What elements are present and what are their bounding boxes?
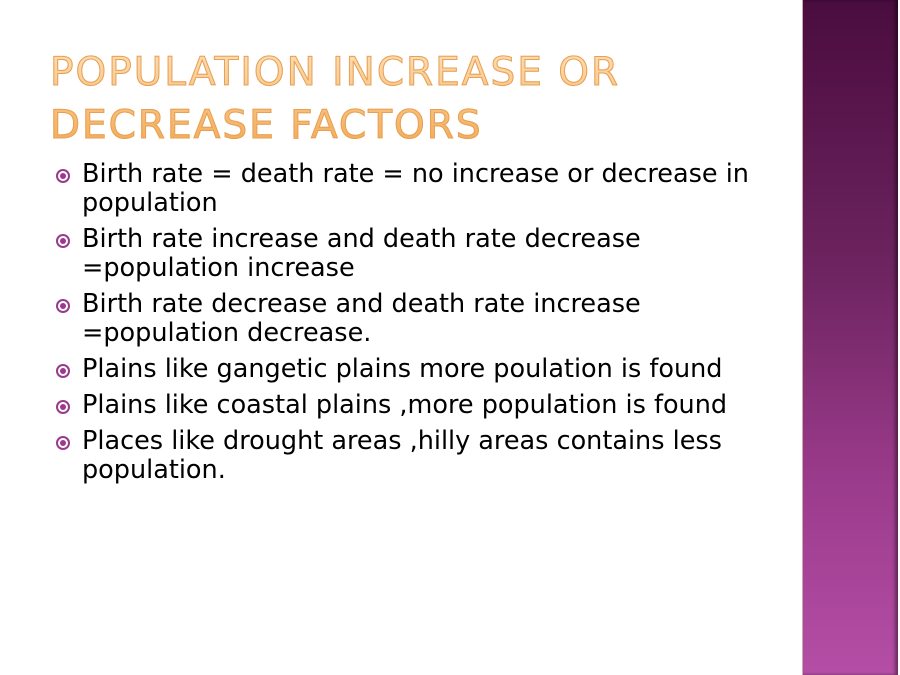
bullet-text: Plains like coastal plains ,more populat… [82, 390, 728, 420]
bullet-text: Birth rate = death rate = no increase or… [82, 159, 749, 218]
circle-dot-icon [56, 400, 70, 414]
list-item: Plains like gangetic plains more poulati… [55, 355, 765, 384]
bullet-list: Birth rate = death rate = no increase or… [55, 160, 765, 492]
circle-dot-icon [56, 436, 70, 450]
slide-title: POPULATION INCREASE OR DECREASE FACTORS [49, 46, 621, 152]
title-line-2: DECREASE FACTORS [50, 103, 483, 149]
circle-dot-icon [56, 299, 70, 313]
bullet-text: Birth rate decrease and death rate incre… [82, 289, 641, 348]
list-item: Birth rate decrease and death rate incre… [55, 290, 765, 348]
bullet-text: Places like drought areas ,hilly areas c… [82, 426, 722, 485]
list-item: Plains like coastal plains ,more populat… [55, 391, 765, 420]
decorative-sidebar [802, 0, 898, 675]
list-item: Birth rate = death rate = no increase or… [55, 160, 765, 218]
circle-dot-icon [56, 364, 70, 378]
circle-dot-icon [56, 169, 70, 183]
bullet-text: Plains like gangetic plains more poulati… [82, 354, 723, 384]
bullet-text: Birth rate increase and death rate decre… [82, 224, 641, 283]
title-line-1: POPULATION INCREASE OR [49, 50, 621, 96]
list-item: Birth rate increase and death rate decre… [55, 225, 765, 283]
list-item: Places like drought areas ,hilly areas c… [55, 427, 765, 485]
circle-dot-icon [56, 234, 70, 248]
